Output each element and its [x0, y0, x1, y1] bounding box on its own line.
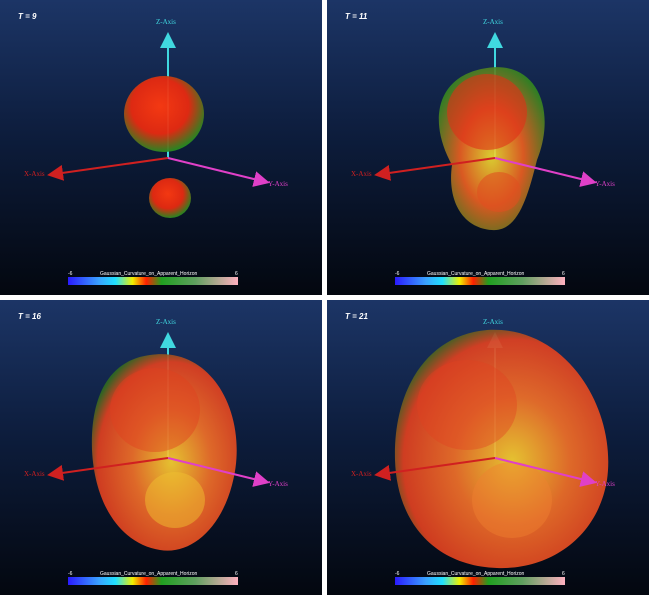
colorbar-max: 6 — [562, 271, 565, 277]
horizon-merged — [394, 329, 609, 569]
y-axis-label: Y-Axis — [268, 480, 288, 488]
colorbar-min: -6 — [68, 571, 73, 577]
x-axis-label: X-Axis — [351, 170, 372, 178]
colorbar-max: 6 — [235, 571, 238, 577]
y-axis-label: Y-Axis — [595, 180, 615, 188]
colorbar-title: Gaussian_Curvature_on_Apparent_Horizon — [100, 571, 198, 577]
z-axis-label: Z-Axis — [156, 18, 176, 26]
z-axis-label: Z-Axis — [156, 318, 176, 326]
colorbar — [395, 277, 565, 285]
colorbar-title: Gaussian_Curvature_on_Apparent_Horizon — [427, 571, 525, 577]
x-axis-label: X-Axis — [24, 470, 45, 478]
horizon-lower — [149, 178, 191, 218]
colorbar-title: Gaussian_Curvature_on_Apparent_Horizon — [427, 271, 525, 277]
colorbar-min: -6 — [395, 271, 400, 277]
scene-t21: Z-Axis X-Axis Y-Axis Gaussian_Curvature_… — [351, 318, 615, 585]
x-axis-label: X-Axis — [24, 170, 45, 178]
time-label: T = 11 — [345, 12, 368, 21]
panel-t16: Z-Axis X-Axis Y-Axis Gaussian_Curvature_… — [0, 300, 322, 595]
z-axis-label: Z-Axis — [483, 318, 503, 326]
colorbar-max: 6 — [562, 571, 565, 577]
colorbar-min: -6 — [68, 271, 73, 277]
x-axis-label: X-Axis — [351, 470, 372, 478]
colorbar-title: Gaussian_Curvature_on_Apparent_Horizon — [100, 271, 198, 277]
y-axis-label: Y-Axis — [268, 180, 288, 188]
scene-t9: Z-Axis X-Axis Y-Axis Gaussian_Curvature_… — [24, 18, 288, 285]
time-label: T = 9 — [18, 12, 37, 21]
panel-t9: Z-Axis X-Axis Y-Axis Gaussian_Curvature_… — [0, 0, 322, 295]
colorbar-max: 6 — [235, 271, 238, 277]
scene-t11: Z-Axis X-Axis Y-Axis Gaussian_Curvature_… — [351, 18, 615, 285]
colorbar — [395, 577, 565, 585]
y-axis-label: Y-Axis — [595, 480, 615, 488]
colorbar-min: -6 — [395, 571, 400, 577]
panel-t21: Z-Axis X-Axis Y-Axis Gaussian_Curvature_… — [327, 300, 649, 595]
scene-t16: Z-Axis X-Axis Y-Axis Gaussian_Curvature_… — [24, 318, 288, 585]
colorbar — [68, 577, 238, 585]
colorbar — [68, 277, 238, 285]
panel-t11: Z-Axis X-Axis Y-Axis Gaussian_Curvature_… — [327, 0, 649, 295]
z-axis-label: Z-Axis — [483, 18, 503, 26]
time-label: T = 21 — [345, 312, 368, 321]
time-label: T = 16 — [18, 312, 41, 321]
horizon-upper — [124, 76, 204, 152]
